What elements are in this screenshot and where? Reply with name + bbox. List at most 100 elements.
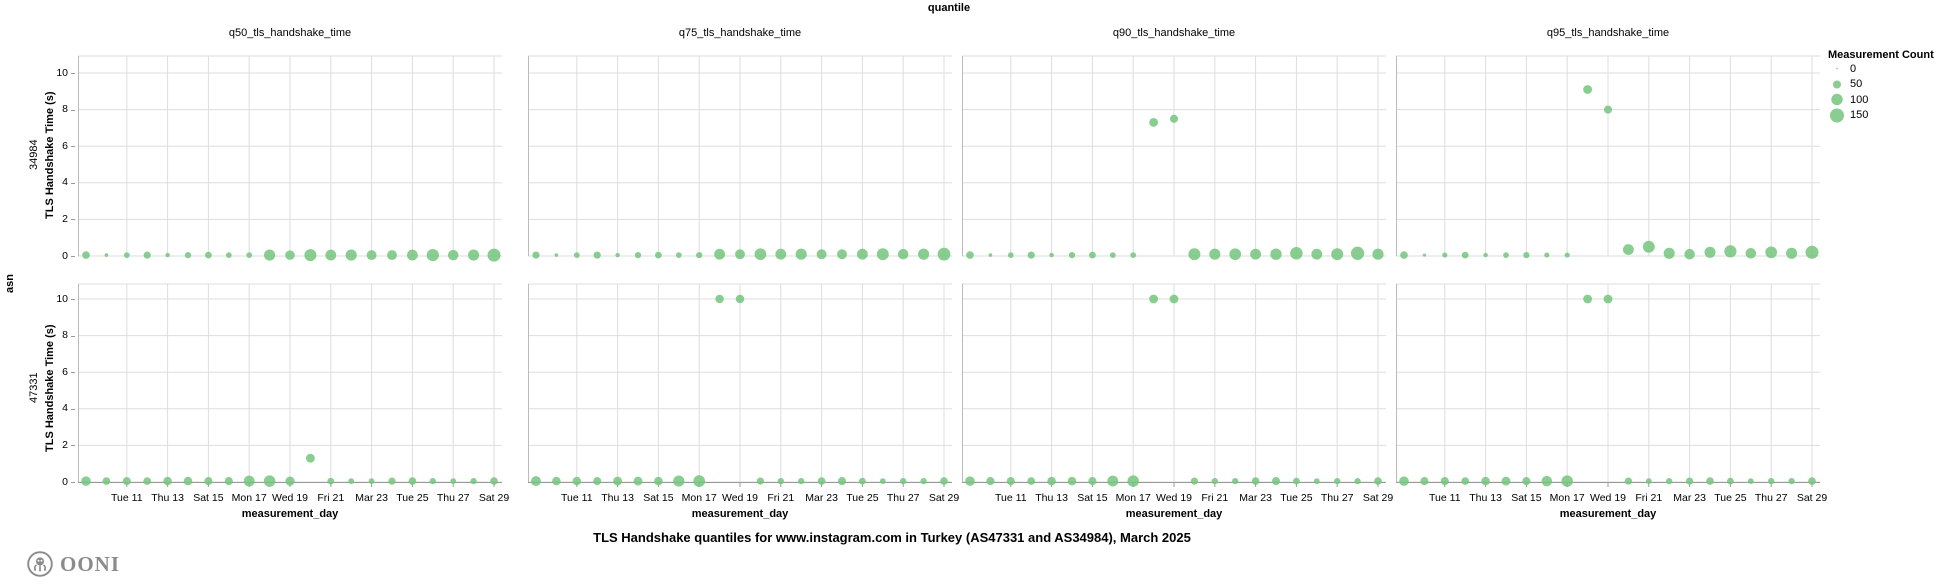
data-points: [1400, 85, 1819, 260]
data-points: [531, 294, 948, 487]
x-tick-label: Mon 17: [681, 492, 717, 504]
x-tick-label: Tue 11: [561, 492, 593, 504]
data-point: [756, 477, 765, 485]
y-tick-mark: [71, 146, 75, 148]
x-tick-label: Sat 29: [928, 492, 960, 504]
data-point: [754, 248, 767, 261]
data-point: [285, 476, 295, 486]
data-point: [714, 248, 726, 260]
data-point: [988, 253, 993, 257]
data-point: [1522, 477, 1531, 486]
data-point: [1523, 251, 1530, 259]
x-tick-label: Tue 11: [1429, 492, 1461, 504]
data-point: [1049, 252, 1054, 258]
data-point: [1768, 477, 1775, 485]
data-point: [1461, 477, 1470, 485]
data-point: [1169, 294, 1179, 304]
data-point: [1270, 248, 1282, 260]
facet-panel-47331-q50_tls_handshake_time: [78, 283, 502, 487]
x-tick-label: Tue 11: [111, 492, 143, 504]
data-point: [795, 248, 807, 260]
y-tick-mark: [71, 182, 75, 184]
y-tick-label: 4: [62, 176, 68, 189]
data-point: [593, 477, 602, 486]
x-tick-label: Tue 25: [846, 492, 879, 504]
y-tick-label: 4: [62, 402, 68, 415]
gridlines: [1396, 283, 1820, 483]
data-point: [1624, 477, 1633, 485]
data-point: [966, 251, 974, 259]
data-point: [82, 251, 90, 259]
x-axis-title: measurement_day: [1559, 508, 1657, 520]
x-tick-label: Mon 17: [231, 492, 267, 504]
y-tick-mark: [71, 219, 75, 221]
data-point: [225, 252, 232, 258]
x-tick-label: Tue 25: [396, 492, 429, 504]
data-point: [305, 453, 315, 463]
y-tick-label: 2: [62, 212, 68, 225]
data-point: [673, 475, 685, 487]
legend-title: Measurement Count: [1828, 49, 1934, 61]
data-point: [285, 250, 295, 260]
x-tick-label: Mar 23: [805, 492, 838, 504]
data-point: [325, 249, 337, 261]
x-tick-label: Sat 29: [478, 492, 510, 504]
data-point: [837, 249, 847, 260]
facet-panel-34984-q95_tls_handshake_time: [1396, 55, 1820, 260]
data-point: [1130, 252, 1137, 258]
data-point: [102, 477, 111, 485]
data-point: [429, 477, 436, 485]
x-axis-domain: [528, 482, 952, 487]
x-axis-title: measurement_day: [241, 508, 339, 520]
data-point: [224, 477, 233, 486]
data-point: [1190, 477, 1199, 485]
legend-size-dot: [1831, 94, 1843, 106]
data-points: [81, 453, 498, 487]
data-point: [366, 250, 377, 261]
data-point: [470, 477, 477, 485]
legend-item-label: 100: [1850, 93, 1869, 106]
legend-item: 150: [1828, 108, 1934, 124]
facet-column-header: quantile: [927, 2, 971, 14]
x-tick-label: Thu 27: [1320, 492, 1354, 504]
data-point: [1786, 247, 1798, 259]
legend-size-dot: [1832, 80, 1842, 89]
data-point: [615, 252, 620, 258]
data-point: [184, 251, 192, 259]
data-point: [163, 476, 172, 486]
data-point: [204, 477, 213, 486]
data-point: [1334, 477, 1341, 485]
data-point: [81, 476, 91, 486]
data-point: [937, 247, 951, 261]
data-point: [693, 475, 706, 487]
data-point: [264, 249, 276, 261]
legend-item-label: 0: [1850, 62, 1857, 75]
data-point: [940, 477, 948, 485]
data-point: [1603, 294, 1613, 304]
data-point: [1209, 248, 1221, 260]
gridlines: [528, 283, 952, 483]
data-point: [348, 478, 355, 484]
data-point: [735, 249, 745, 260]
data-point: [1642, 240, 1655, 253]
y-tick-mark: [71, 73, 75, 74]
x-axis-domain: [962, 482, 1386, 487]
x-axis-title: measurement_day: [691, 508, 789, 520]
data-point: [837, 477, 847, 486]
data-point: [1350, 246, 1365, 260]
data-point: [1501, 476, 1511, 486]
size-legend: Measurement Count 0 50 100 150: [1828, 49, 1934, 123]
data-point: [920, 477, 927, 485]
data-point: [165, 252, 170, 258]
data-point: [1461, 251, 1469, 259]
data-point: [965, 476, 975, 486]
x-tick-label: Mon 17: [1115, 492, 1151, 504]
data-point: [1027, 477, 1036, 485]
y-tick-label: 10: [56, 66, 68, 79]
x-tick-label: Wed 19: [722, 492, 758, 504]
legend-item: 100: [1828, 92, 1934, 108]
y-tick-mark: [71, 299, 75, 300]
y-tick-label: 10: [56, 292, 68, 305]
data-point: [487, 248, 501, 262]
data-point: [1544, 252, 1550, 258]
